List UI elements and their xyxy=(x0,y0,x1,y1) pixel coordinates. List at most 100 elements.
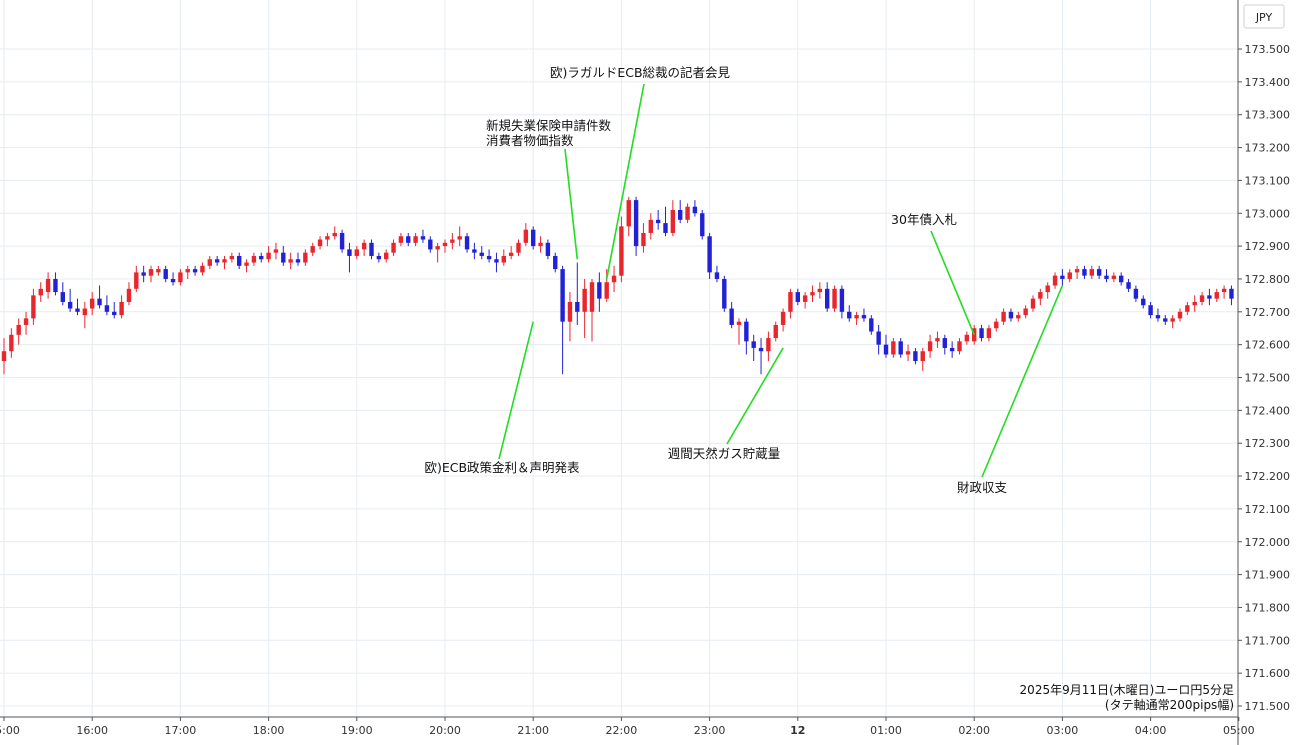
candle-body xyxy=(310,246,315,253)
candle xyxy=(611,265,617,293)
candle-body xyxy=(744,321,749,342)
candle-body xyxy=(156,269,161,273)
candle xyxy=(1214,288,1219,302)
candle-body xyxy=(1104,275,1109,279)
candle xyxy=(949,341,955,358)
candle-body xyxy=(575,301,580,312)
candle xyxy=(23,311,29,335)
candle-body xyxy=(861,315,867,319)
candle xyxy=(259,252,264,263)
candle xyxy=(714,265,720,283)
candle-body xyxy=(281,252,286,263)
candle xyxy=(927,334,933,358)
candle-body xyxy=(1207,295,1212,299)
candle xyxy=(994,318,999,332)
candle xyxy=(75,298,80,316)
candle-body xyxy=(839,288,845,312)
candle-body xyxy=(141,272,146,276)
candle-body xyxy=(920,351,925,362)
candle-body xyxy=(780,311,786,325)
candle-body xyxy=(266,252,271,260)
candle xyxy=(303,249,308,266)
candle-body xyxy=(802,295,808,302)
candle xyxy=(861,308,867,322)
candle-body xyxy=(126,288,132,302)
annotation-natgas-storage: 週間天然ガス貯蔵量 xyxy=(668,347,784,461)
candle-body xyxy=(641,232,646,247)
candle-body xyxy=(832,288,837,309)
candle xyxy=(222,255,227,270)
candle xyxy=(398,232,404,247)
candle xyxy=(1192,295,1197,312)
candle-body xyxy=(75,308,80,312)
annotation-pointer xyxy=(726,347,784,445)
candle-body xyxy=(523,229,529,243)
candle xyxy=(780,308,786,332)
candle-body xyxy=(619,226,624,276)
candle-body xyxy=(891,341,896,355)
candle-body xyxy=(9,334,14,352)
candle-body xyxy=(273,249,279,253)
candle-body xyxy=(508,252,514,256)
y-tick-label: 172.800 xyxy=(1245,273,1291,286)
candle-body xyxy=(339,232,345,250)
candle xyxy=(935,331,940,348)
candle xyxy=(207,255,212,270)
candles xyxy=(1,196,1234,375)
candle xyxy=(1,338,7,375)
candle xyxy=(317,236,323,250)
candle-body xyxy=(435,246,440,250)
candle-body xyxy=(567,301,573,322)
candle-body xyxy=(854,315,859,319)
candle-body xyxy=(979,328,984,339)
candle-body xyxy=(560,269,565,322)
candle xyxy=(1111,272,1117,283)
candle xyxy=(112,301,117,319)
candle xyxy=(1119,272,1124,286)
candle-body xyxy=(1045,285,1050,293)
candle xyxy=(876,324,881,355)
candle-body xyxy=(90,298,95,309)
candle xyxy=(1229,285,1234,306)
candle-body xyxy=(259,255,264,260)
candle xyxy=(376,252,382,263)
candle xyxy=(1155,308,1161,322)
candle-body xyxy=(655,219,661,224)
candle xyxy=(442,239,448,253)
candle xyxy=(1126,278,1131,293)
candle xyxy=(251,252,257,266)
candle xyxy=(847,305,852,322)
candle-body xyxy=(942,338,947,348)
candle xyxy=(1133,285,1139,302)
candle-body xyxy=(200,265,205,273)
candle xyxy=(428,236,433,253)
candle-body xyxy=(663,223,668,233)
candle xyxy=(9,328,14,358)
candle-body xyxy=(1148,305,1153,316)
candle-body xyxy=(178,272,183,283)
currency-badge[interactable]: JPY xyxy=(1243,4,1285,29)
annotation-30y-auction: 30年債入札 xyxy=(891,212,975,336)
candle xyxy=(464,232,470,253)
candle-body xyxy=(428,239,433,250)
candle xyxy=(700,209,705,240)
candle-body xyxy=(1038,292,1043,299)
candle-body xyxy=(119,301,124,316)
candle-body xyxy=(685,206,690,220)
candle-body xyxy=(986,328,992,339)
candle-body xyxy=(1023,308,1028,316)
y-tick-label: 172.200 xyxy=(1245,470,1291,483)
candle-body xyxy=(597,282,602,299)
candle xyxy=(38,282,43,302)
candle xyxy=(979,324,984,342)
candle xyxy=(1038,288,1043,306)
candle xyxy=(1082,265,1087,279)
candle xyxy=(185,265,190,279)
candle-body xyxy=(611,275,617,283)
candle xyxy=(156,265,161,276)
y-tick-label: 172.400 xyxy=(1245,404,1291,417)
currency-badge-box[interactable] xyxy=(1243,4,1285,29)
candle-body xyxy=(516,242,521,253)
candle xyxy=(766,331,771,362)
candle-body xyxy=(60,292,65,302)
